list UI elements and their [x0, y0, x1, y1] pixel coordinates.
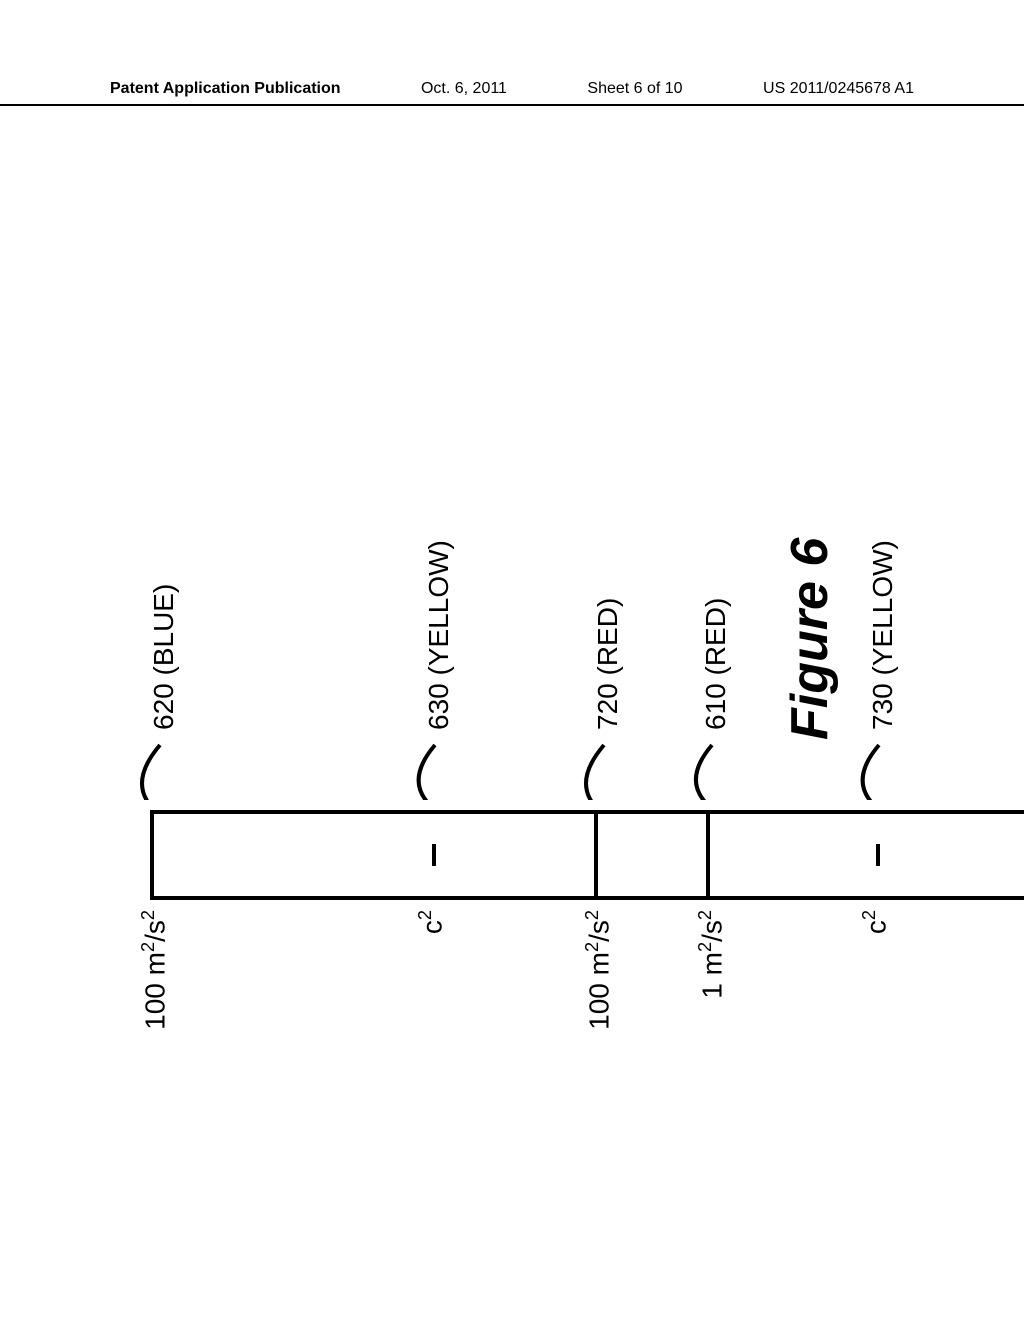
- figure-7: 100 m2/s2 c2 1 m2/s2 720 (RED) 730 (YELL…: [534, 160, 934, 1160]
- color-scale-bar: [594, 810, 1024, 900]
- scale-tick-top: [150, 844, 154, 866]
- header-title: Patent Application Publication: [110, 80, 341, 98]
- scale-tick-mid: [432, 844, 436, 866]
- page-header: Patent Application Publication Oct. 6, 2…: [0, 80, 1024, 106]
- header-pubno: US 2011/0245678 A1: [763, 80, 914, 98]
- scale-tick-mid: [876, 844, 880, 866]
- scale-label-top: 100 m2/s2: [138, 910, 171, 1050]
- scale-label-top: 100 m2/s2: [582, 910, 615, 1050]
- header-date: Oct. 6, 2011: [421, 80, 507, 98]
- figures-container: 100 m2/s2 c2 1 m2/s2 620 (BLUE) 630 (YEL…: [90, 160, 934, 1220]
- scale-label-mid: c2: [859, 910, 892, 960]
- figure-6: 100 m2/s2 c2 1 m2/s2 620 (BLUE) 630 (YEL…: [90, 160, 490, 1160]
- scale-label-mid: c2: [415, 910, 448, 960]
- header-sheet: Sheet 6 of 10: [587, 80, 682, 98]
- scale-tick-top: [594, 844, 598, 866]
